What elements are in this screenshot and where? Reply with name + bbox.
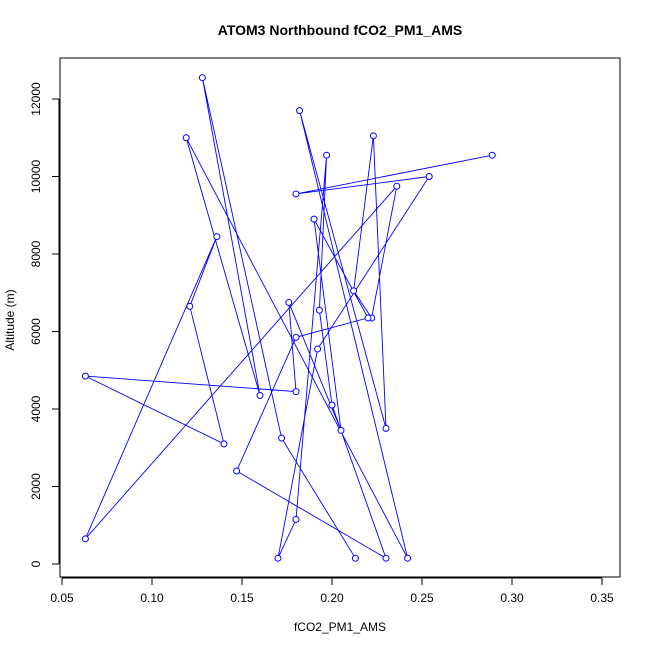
data-point bbox=[292, 388, 300, 396]
data-point bbox=[404, 554, 412, 562]
x-tick-label: 0.30 bbox=[500, 591, 524, 605]
data-point bbox=[425, 173, 433, 180]
x-axis: 0.05 0.10 0.15 0.20 0.25 0.30 0.35 bbox=[50, 577, 614, 605]
y-tick-label: 12000 bbox=[29, 82, 43, 116]
data-point bbox=[220, 440, 228, 448]
plot-frame bbox=[59, 57, 621, 578]
y-tick-label: 6000 bbox=[29, 318, 43, 345]
data-point bbox=[350, 287, 358, 295]
data-point bbox=[369, 132, 377, 140]
data-point bbox=[278, 434, 286, 442]
y-tick-label: 2000 bbox=[29, 473, 43, 500]
data-point bbox=[213, 233, 221, 241]
data-point bbox=[351, 554, 359, 562]
x-tick-label: 0.15 bbox=[230, 591, 254, 605]
x-tick-label: 0.20 bbox=[320, 591, 344, 605]
data-point bbox=[323, 151, 331, 159]
data-point bbox=[81, 372, 89, 380]
data-point bbox=[310, 215, 318, 223]
series-line bbox=[84, 77, 493, 560]
y-tick-label: 8000 bbox=[29, 240, 43, 267]
y-tick-label: 0 bbox=[29, 560, 43, 567]
data-point bbox=[315, 306, 323, 314]
x-tick-label: 0.05 bbox=[50, 591, 74, 605]
data-point bbox=[382, 424, 390, 432]
data-point bbox=[274, 554, 282, 562]
data-point bbox=[296, 107, 304, 115]
plot-area bbox=[59, 57, 621, 578]
data-point bbox=[364, 314, 372, 322]
x-axis-label: fCO2_PM1_AMS bbox=[294, 620, 386, 634]
data-point bbox=[182, 134, 190, 142]
data-point bbox=[314, 345, 322, 353]
data-point bbox=[81, 535, 89, 543]
x-tick-label: 0.25 bbox=[410, 591, 434, 605]
y-axis: 0 2000 4000 6000 8000 10000 12000 bbox=[29, 82, 60, 567]
data-point bbox=[256, 391, 264, 399]
data-point bbox=[233, 467, 241, 475]
data-point bbox=[382, 554, 390, 562]
data-point bbox=[285, 298, 293, 306]
data-point bbox=[186, 302, 194, 310]
y-tick-label: 10000 bbox=[29, 159, 43, 193]
data-point bbox=[198, 74, 206, 82]
data-point bbox=[337, 426, 345, 434]
chart-title: ATOM3 Northbound fCO2_PM1_AMS bbox=[218, 22, 463, 38]
data-point bbox=[292, 515, 300, 523]
x-tick-label: 0.10 bbox=[140, 591, 164, 605]
y-axis-label: Altitude (m) bbox=[3, 289, 17, 350]
data-point bbox=[488, 151, 496, 159]
data-point bbox=[393, 182, 401, 190]
data-point bbox=[328, 401, 336, 409]
x-tick-label: 0.35 bbox=[590, 591, 614, 605]
y-tick-label: 4000 bbox=[29, 395, 43, 422]
data-point bbox=[292, 333, 300, 341]
data-point bbox=[292, 190, 300, 198]
